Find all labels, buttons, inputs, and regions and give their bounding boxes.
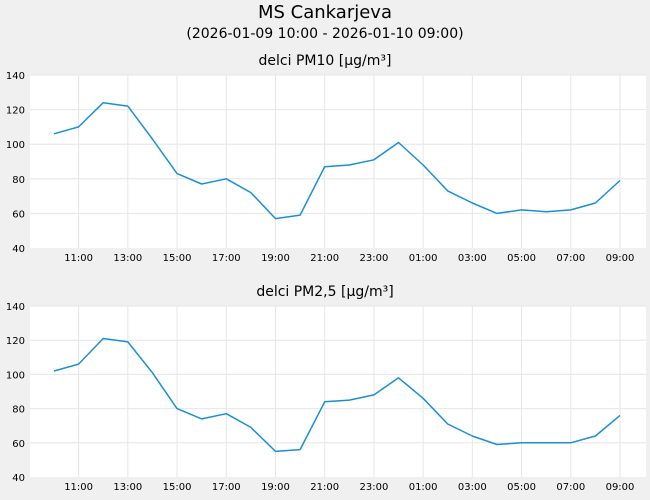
pm25-x-tick-label: 15:00	[163, 482, 192, 493]
pm10-y-tick-label: 140	[6, 71, 25, 82]
time-range-subtitle: (2026-01-09 10:00 - 2026-01-10 09:00)	[186, 26, 464, 42]
pm25-x-tick-label: 19:00	[261, 482, 290, 493]
pm10-y-tick-label: 80	[12, 175, 25, 186]
pm10-x-tick-label: 15:00	[163, 253, 192, 264]
pm25-y-tick-label: 140	[6, 302, 25, 313]
pm25-x-tick-label: 03:00	[458, 482, 487, 493]
pm25-y-tick-label: 100	[6, 370, 25, 381]
pm25-y-tick-label: 120	[6, 336, 25, 347]
pm25-x-tick-label: 09:00	[606, 482, 635, 493]
pm10-x-tick-label: 13:00	[113, 253, 142, 264]
pm25-y-tick-label: 80	[12, 405, 25, 416]
pm25-plot-area	[30, 306, 646, 477]
pm10-x-tick-label: 17:00	[212, 253, 241, 264]
pm10-x-axis: 11:00 13:00 15:00 17:00 19:00 21:00 23:00 01:00…	[64, 253, 634, 264]
pm25-y-axis: 40 60 80 100 120 140	[6, 302, 25, 484]
pm25-series	[53, 337, 621, 453]
pm10-x-tick-label: 23:00	[359, 253, 388, 264]
pm25-x-tick-label: 05:00	[507, 482, 536, 493]
pm25-x-tick-label: 21:00	[310, 482, 339, 493]
pm25-x-tick-label: 11:00	[64, 482, 93, 493]
pm10-series-line	[53, 101, 621, 220]
pm25-x-tick-label: 17:00	[212, 482, 241, 493]
pm25-x-tick-label: 23:00	[359, 482, 388, 493]
pm25-series-line	[53, 337, 621, 453]
pm10-y-tick-label: 60	[12, 209, 25, 220]
pm10-y-tick-label: 40	[12, 244, 25, 255]
pm10-x-tick-label: 03:00	[458, 253, 487, 264]
pm25-grid	[30, 305, 646, 477]
pm10-x-tick-label: 21:00	[310, 253, 339, 264]
pm10-y-tick-label: 100	[6, 140, 25, 151]
pm10-x-tick-label: 05:00	[507, 253, 536, 264]
pm10-series	[53, 101, 621, 220]
pm25-x-tick-label: 01:00	[409, 482, 438, 493]
pm10-x-tick-label: 19:00	[261, 253, 290, 264]
pm25-y-tick-label: 40	[12, 473, 25, 484]
pm25-chart: delci PM2,5 [µg/m³] 40 60 80 100 120 140 11:0…	[6, 284, 646, 493]
pm10-chart-title: delci PM10 [µg/m³]	[259, 53, 392, 69]
pm25-x-axis: 11:00 13:00 15:00 17:00 19:00 21:00 23:00 01:00…	[64, 482, 634, 493]
pm10-y-tick-label: 120	[6, 106, 25, 117]
pm10-x-tick-label: 07:00	[556, 253, 585, 264]
pm25-x-tick-label: 07:00	[556, 482, 585, 493]
pm25-chart-title: delci PM2,5 [µg/m³]	[256, 284, 393, 300]
pm25-y-tick-label: 60	[12, 439, 25, 450]
pm10-chart: delci PM10 [µg/m³] 40 60 80 100 120 140 11:00…	[6, 53, 646, 264]
pm10-y-axis: 40 60 80 100 120 140	[6, 71, 25, 255]
pm10-grid	[30, 74, 646, 248]
pm25-x-tick-label: 13:00	[113, 482, 142, 493]
station-title: MS Cankarjeva	[258, 2, 392, 23]
pm10-x-tick-label: 01:00	[409, 253, 438, 264]
pm10-plot-area	[30, 75, 646, 248]
pm10-x-tick-label: 11:00	[64, 253, 93, 264]
pm10-x-tick-label: 09:00	[606, 253, 635, 264]
